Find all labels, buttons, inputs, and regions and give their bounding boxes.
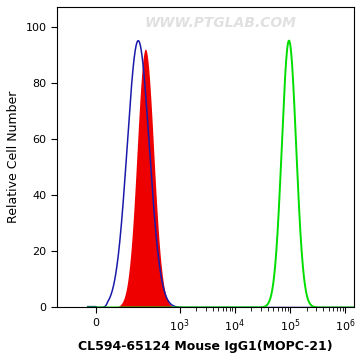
Text: WWW.PTGLAB.COM: WWW.PTGLAB.COM — [144, 16, 296, 30]
X-axis label: CL594-65124 Mouse IgG1(MOPC-21): CL594-65124 Mouse IgG1(MOPC-21) — [78, 340, 333, 353]
Y-axis label: Relative Cell Number: Relative Cell Number — [7, 91, 20, 224]
